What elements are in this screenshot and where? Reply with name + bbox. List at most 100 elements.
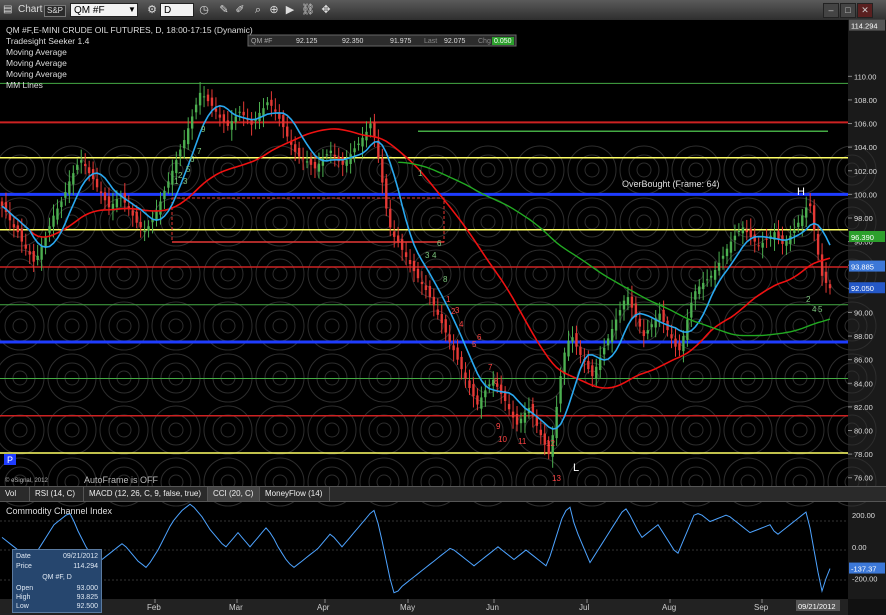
background-ring (636, 370, 652, 386)
background-ring (567, 249, 617, 299)
background-ring (316, 206, 348, 238)
chart-window-label: Chart (18, 4, 43, 15)
background-ring (56, 154, 88, 186)
zoom-search-icon[interactable]: ⌕ (254, 4, 262, 16)
tab-vol[interactable]: Vol (0, 487, 30, 501)
background-ring (116, 318, 132, 334)
candle-down (337, 156, 340, 162)
candle-up (484, 390, 487, 398)
candle-down (674, 338, 677, 347)
candle-down (282, 114, 285, 128)
background-ring (64, 318, 80, 334)
play-icon[interactable]: ▶ (285, 4, 295, 16)
maximize-window-icon[interactable]: □ (840, 3, 856, 18)
background-ring (524, 154, 556, 186)
edit-pencil-icon[interactable]: ✐ (235, 4, 245, 16)
interval-input[interactable]: D (160, 3, 194, 17)
background-ring (628, 362, 660, 394)
background-ring (480, 162, 496, 178)
background-ring (0, 301, 45, 351)
candle-up (488, 384, 491, 387)
draw-pencil-icon[interactable]: ✎ (219, 4, 229, 16)
background-ring (636, 214, 652, 230)
candle-up (721, 255, 725, 259)
background-ring (64, 422, 80, 438)
magnify-icon[interactable]: ⊕ (269, 4, 279, 16)
seq-count-green: 2 (806, 295, 811, 304)
settings-gear-icon[interactable]: ⚙ (147, 4, 157, 16)
background-ring (12, 214, 28, 230)
candle-down (753, 234, 756, 242)
legend-line-1: Tradesight Seeker 1.4 (6, 36, 90, 46)
background-ring (203, 457, 253, 507)
link-icon[interactable]: ⛓ (301, 4, 315, 16)
candle-down (416, 268, 420, 279)
close-window-icon[interactable]: ✕ (857, 3, 873, 18)
price-tick-label: 96.00 (854, 238, 873, 247)
background-ring (567, 457, 617, 507)
background-ring (463, 249, 513, 299)
background-ring (463, 405, 513, 455)
background-ring (160, 362, 192, 394)
p-marker-box[interactable] (4, 454, 16, 465)
candle-up (705, 279, 709, 281)
tab-macd[interactable]: MACD (12, 26, C, 9, false, true) (84, 487, 208, 501)
background-ring (220, 214, 236, 230)
minimize-window-icon[interactable]: – (823, 3, 839, 18)
background-ring (480, 422, 496, 438)
candle-up (234, 116, 237, 123)
tab-rsi[interactable]: RSI (14, C) (30, 487, 84, 501)
background-ring (532, 422, 548, 438)
candle-up (115, 199, 119, 208)
background-ring (420, 258, 452, 290)
background-ring (836, 154, 868, 186)
background-ring (99, 457, 149, 507)
background-ring (307, 301, 357, 351)
pin-icon[interactable]: ✥ (321, 4, 331, 16)
tab-moneyflow[interactable]: MoneyFlow (14) (260, 487, 330, 501)
background-ring (420, 362, 452, 394)
candle-up (622, 300, 626, 310)
background-ring (212, 206, 244, 238)
cci-tick-label: 200.00 (852, 511, 875, 520)
tab-cci[interactable]: CCI (20, C) (208, 487, 260, 501)
background-ring (775, 301, 825, 351)
background-ring (844, 162, 860, 178)
background-ring (515, 249, 565, 299)
background-ring (47, 353, 97, 403)
background-ring (619, 405, 669, 455)
background-ring (567, 197, 617, 247)
background-ring (168, 422, 184, 438)
moving-average-blue (1, 104, 831, 430)
candle-up (805, 207, 808, 218)
background-ring (272, 370, 288, 386)
candle-down (135, 211, 138, 223)
background-ring (0, 353, 45, 403)
candle-down (381, 158, 384, 183)
candle-up (143, 230, 146, 232)
candle-up (36, 255, 39, 261)
candle-down (476, 395, 479, 405)
candle-down (270, 99, 273, 106)
background-ring (688, 162, 704, 178)
background-ring (411, 197, 461, 247)
price-tick-label: 102.00 (854, 167, 877, 176)
candle-down (206, 94, 210, 102)
background-ring (723, 353, 773, 403)
symbol-dropdown-icon[interactable]: ▼ (128, 5, 136, 14)
candle-up (694, 291, 697, 300)
background-ring (264, 258, 296, 290)
month-tick-label: Jun (486, 603, 499, 612)
symbol-input[interactable]: QM #F (70, 3, 138, 17)
candle-up (709, 275, 713, 278)
candle-down (575, 333, 578, 347)
tag-ma-blue: 93.885 (851, 263, 874, 272)
candle-up (741, 227, 745, 234)
candle-down (515, 413, 519, 425)
background-ring (99, 405, 149, 455)
background-ring (376, 370, 392, 386)
time-clock-icon[interactable]: ◷ (199, 4, 209, 16)
candle-down (246, 119, 249, 121)
info-value: 09/21/2012 (62, 553, 98, 560)
